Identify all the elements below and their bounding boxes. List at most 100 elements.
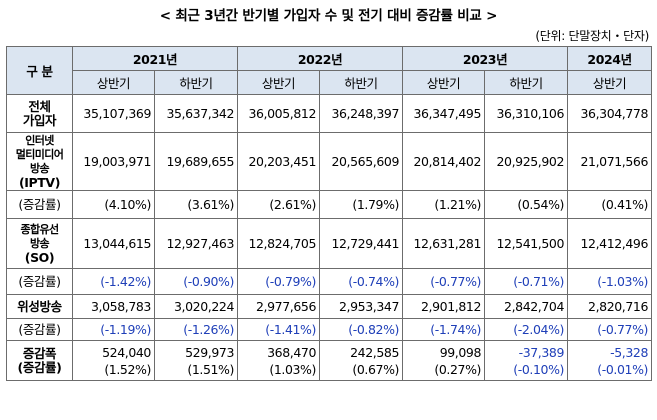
cell-rate: (-0.71%) [484, 268, 569, 295]
cell-rate: (1.51%) [187, 361, 235, 377]
row-so-rate: (증감률) (-1.42%) (-0.90%) (-0.79%) (-0.74%… [6, 268, 653, 295]
cell-rate: (0.67%) [352, 361, 400, 377]
cell-rate: (0.54%) [484, 190, 569, 219]
cell-rate: (3.61%) [153, 190, 239, 219]
cell-rate: (4.10%) [72, 190, 155, 219]
cell-rate: (-0.77%) [567, 318, 653, 341]
cell-value: 35,107,369 [72, 94, 155, 133]
cell-rate: (-0.01%) [597, 361, 649, 377]
cell-value: 13,044,615 [72, 218, 155, 269]
cell-value: 35,637,342 [153, 94, 239, 133]
row-label-so: 종합유선 방송 (SO) [6, 218, 73, 269]
cell-rate: (1.21%) [402, 190, 486, 219]
cell-value: 3,058,783 [72, 294, 155, 319]
cell-value: 36,310,106 [484, 94, 569, 133]
row-iptv: 인터넷 멀티미디어 방송 (IPTV) 19,003,971 19,689,65… [6, 132, 653, 191]
header-year-2024: 2024년 [567, 46, 653, 71]
subscriber-table: 구 분 2021년 2022년 2023년 2024년 상반기 하반기 상반기 … [6, 46, 653, 381]
header-half: 상반기 [72, 70, 155, 95]
header-half: 하반기 [484, 70, 569, 95]
cell-rate: (-0.82%) [319, 318, 404, 341]
cell-value: 36,248,397 [319, 94, 404, 133]
cell-value: 20,203,451 [237, 132, 321, 191]
header-row-years: 구 분 2021년 2022년 2023년 2024년 [6, 46, 653, 95]
cell-rate: (-0.10%) [513, 361, 565, 377]
cell-value: 12,631,281 [402, 218, 486, 269]
cell-value: 524,040 [102, 344, 151, 360]
cell-value: 19,689,655 [153, 132, 239, 191]
cell-rate: (-1.74%) [402, 318, 486, 341]
cell-value: 12,824,705 [237, 218, 321, 269]
cell-rate: (-1.42%) [72, 268, 155, 295]
cell-rate: (0.27%) [434, 361, 482, 377]
cell-rate: (0.41%) [567, 190, 653, 219]
cell-value: 2,901,812 [402, 294, 486, 319]
header-year-2023: 2023년 [402, 46, 569, 71]
cell-value: 36,304,778 [567, 94, 653, 133]
cell-rate: (-2.04%) [484, 318, 569, 341]
cell-rate: (-1.41%) [237, 318, 321, 341]
header-half: 상반기 [237, 70, 321, 95]
header-half: 하반기 [319, 70, 404, 95]
row-so: 종합유선 방송 (SO) 13,044,615 12,927,463 12,82… [6, 218, 653, 269]
header-year-2021: 2021년 [71, 46, 239, 71]
cell-value: 2,820,716 [567, 294, 653, 319]
cell-rate: (-1.03%) [567, 268, 653, 295]
row-change: 증감폭 (증감률) 524,040 (1.52%) 529,973 (1.51%… [6, 340, 653, 381]
cell-rate: (1.03%) [269, 361, 317, 377]
header-half: 상반기 [402, 70, 486, 95]
cell-value: 36,347,495 [402, 94, 486, 133]
row-label-rate: (증감률) [6, 318, 73, 341]
cell-value: 20,565,609 [319, 132, 404, 191]
cell-value: 12,412,496 [567, 218, 653, 269]
cell-value: 529,973 [185, 344, 235, 360]
cell-change: 99,098 (0.27%) [402, 340, 486, 381]
cell-rate: (1.52%) [104, 361, 151, 377]
cell-value: 12,729,441 [319, 218, 404, 269]
cell-value: 2,842,704 [484, 294, 569, 319]
row-label-change: 증감폭 (증감률) [6, 340, 73, 381]
row-total: 전체 가입자 35,107,369 35,637,342 36,005,812 … [6, 94, 653, 133]
row-satellite-rate: (증감률) (-1.19%) (-1.26%) (-1.41%) (-0.82%… [6, 318, 653, 341]
header-category: 구 분 [6, 46, 73, 95]
row-satellite: 위성방송 3,058,783 3,020,224 2,977,656 2,953… [6, 294, 653, 319]
header-year-2022: 2022년 [237, 46, 404, 71]
cell-rate: (-0.90%) [153, 268, 239, 295]
header-half: 하반기 [153, 70, 239, 95]
row-label-satellite: 위성방송 [6, 294, 73, 319]
cell-change: 524,040 (1.52%) [72, 340, 155, 381]
cell-change: -5,328 (-0.01%) [567, 340, 653, 381]
cell-rate: (-1.19%) [72, 318, 155, 341]
cell-value: 368,470 [267, 344, 317, 360]
cell-value: 242,585 [350, 344, 400, 360]
header-half: 상반기 [567, 70, 653, 95]
cell-rate: (-1.26%) [153, 318, 239, 341]
cell-change: 242,585 (0.67%) [319, 340, 404, 381]
cell-value: 99,098 [439, 344, 482, 360]
cell-value: 21,071,566 [567, 132, 653, 191]
cell-value: 3,020,224 [153, 294, 239, 319]
cell-value: 20,925,902 [484, 132, 569, 191]
cell-value: 19,003,971 [72, 132, 155, 191]
cell-value: 12,541,500 [484, 218, 569, 269]
row-label-total: 전체 가입자 [6, 94, 73, 133]
row-label-rate: (증감률) [6, 268, 73, 295]
row-label-rate: (증감률) [6, 190, 73, 219]
cell-value: 2,953,347 [319, 294, 404, 319]
cell-value: -37,389 [518, 344, 565, 360]
row-iptv-rate: (증감률) (4.10%) (3.61%) (2.61%) (1.79%) (1… [6, 190, 653, 219]
unit-note: (단위: 단말장치・단자) [535, 29, 649, 43]
row-label-iptv: 인터넷 멀티미디어 방송 (IPTV) [6, 132, 73, 191]
cell-value: 2,977,656 [237, 294, 321, 319]
cell-rate: (1.79%) [319, 190, 404, 219]
cell-value: -5,328 [610, 344, 649, 360]
header-row-halves: 상반기 하반기 상반기 하반기 상반기 하반기 상반기 [7, 70, 653, 95]
cell-rate: (2.61%) [237, 190, 321, 219]
document-title: < 최근 3년간 반기별 가입자 수 및 전기 대비 증감률 비교 > [159, 8, 498, 24]
cell-rate: (-0.74%) [319, 268, 404, 295]
cell-rate: (-0.79%) [237, 268, 321, 295]
cell-change: 529,973 (1.51%) [153, 340, 239, 381]
cell-change: 368,470 (1.03%) [237, 340, 321, 381]
cell-value: 12,927,463 [153, 218, 239, 269]
cell-value: 20,814,402 [402, 132, 486, 191]
